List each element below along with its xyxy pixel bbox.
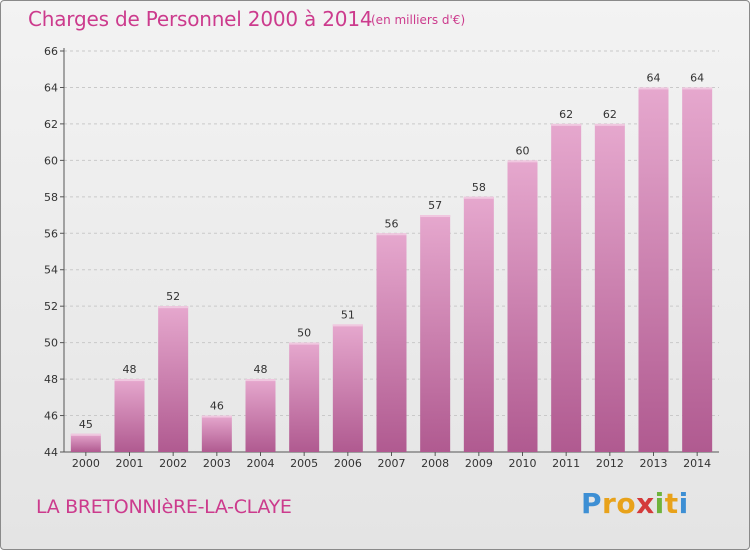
bar [332, 324, 363, 452]
bar [638, 87, 669, 453]
data-label: 57 [428, 199, 442, 212]
x-tick-label: 2007 [378, 457, 406, 470]
bar [594, 123, 625, 452]
data-label: 46 [210, 400, 224, 413]
data-label: 48 [123, 363, 137, 376]
bar-highlight [594, 123, 625, 126]
x-tick-label: 2003 [203, 457, 231, 470]
bar [245, 379, 276, 452]
y-tick-label: 44 [44, 446, 58, 459]
bar-highlight [507, 160, 538, 163]
bar-highlight [376, 233, 407, 236]
chart-unit-note: (en milliers d'€) [371, 13, 466, 27]
data-label: 56 [385, 217, 399, 230]
bar [70, 433, 101, 452]
x-tick-label: 2012 [596, 457, 624, 470]
bar [682, 87, 713, 453]
bar [114, 379, 145, 452]
proxiti-logo[interactable]: Proxiti [581, 487, 689, 520]
x-tick-label: 2004 [247, 457, 275, 470]
bar-highlight [638, 87, 669, 90]
x-tick-label: 2013 [640, 457, 668, 470]
bar [551, 123, 582, 452]
x-tick-label: 2005 [290, 457, 318, 470]
data-label: 58 [472, 181, 486, 194]
data-label: 64 [647, 71, 661, 84]
x-tick-label: 2001 [116, 457, 144, 470]
data-label: 62 [603, 108, 617, 121]
logo-letter: i [654, 487, 665, 520]
y-tick-label: 52 [44, 300, 58, 313]
logo-letter: x [636, 487, 655, 520]
y-tick-label: 50 [44, 337, 58, 350]
x-tick-label: 2006 [334, 457, 362, 470]
x-tick-label: 2000 [72, 457, 100, 470]
x-tick-label: 2009 [465, 457, 493, 470]
bar-highlight [463, 196, 494, 199]
y-tick-label: 58 [44, 191, 58, 204]
logo-letter: o [616, 487, 637, 520]
y-tick-label: 54 [44, 264, 58, 277]
bar-highlight [551, 123, 582, 126]
logo-letter: r [602, 487, 617, 520]
y-tick-label: 46 [44, 410, 58, 423]
bar [201, 415, 232, 452]
x-tick-label: 2011 [552, 457, 580, 470]
x-tick-label: 2008 [421, 457, 449, 470]
bar [158, 306, 189, 452]
bar-highlight [682, 87, 713, 90]
data-label: 45 [79, 418, 93, 431]
bar-highlight [70, 433, 101, 436]
logo-letter: i [678, 487, 689, 520]
commune-name: LA BRETONNIèRE-LA-CLAYE [36, 496, 292, 518]
data-label: 52 [166, 290, 180, 303]
data-label: 60 [516, 144, 530, 157]
logo-letter: t [664, 487, 679, 520]
x-tick-label: 2010 [509, 457, 537, 470]
y-tick-label: 48 [44, 373, 58, 386]
y-tick-label: 56 [44, 227, 58, 240]
bar-highlight [114, 379, 145, 382]
bar-highlight [289, 342, 320, 345]
bar [376, 233, 407, 452]
bar [507, 160, 538, 452]
bar-highlight [420, 215, 451, 218]
y-tick-label: 64 [44, 81, 58, 94]
y-tick-label: 66 [44, 45, 58, 58]
bar [289, 342, 320, 452]
x-tick-label: 2002 [159, 457, 187, 470]
data-label: 50 [297, 327, 311, 340]
bar [420, 215, 451, 452]
x-tick-label: 2014 [683, 457, 711, 470]
bar [463, 196, 494, 452]
logo-letter: P [581, 487, 603, 520]
bar-highlight [332, 324, 363, 327]
bar-highlight [158, 306, 189, 309]
data-label: 64 [690, 71, 704, 84]
y-tick-label: 62 [44, 118, 58, 131]
data-label: 62 [559, 108, 573, 121]
y-tick-label: 60 [44, 154, 58, 167]
chart-title: Charges de Personnel 2000 à 2014 [28, 7, 373, 31]
data-label: 48 [254, 363, 268, 376]
bar-highlight [201, 415, 232, 418]
data-label: 51 [341, 308, 355, 321]
bar-highlight [245, 379, 276, 382]
